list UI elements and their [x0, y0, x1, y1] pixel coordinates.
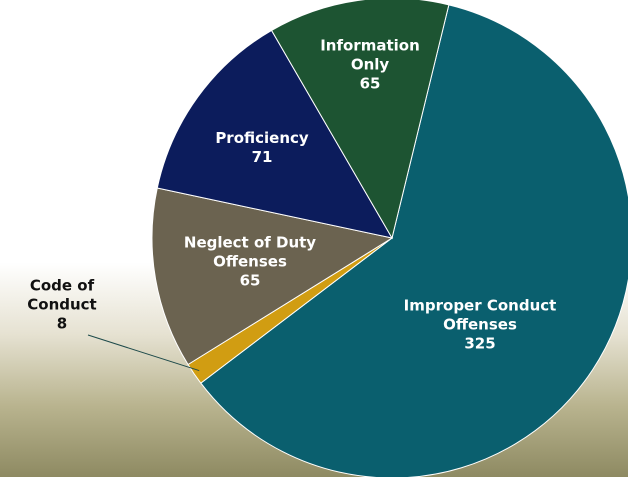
category-label: Code of Conduct: [19, 277, 105, 315]
category-label: Neglect of Duty Offenses: [175, 234, 325, 272]
value-label: 325: [390, 335, 570, 354]
category-label: Proficiency: [202, 129, 322, 148]
value-label: 71: [202, 148, 322, 167]
value-label: 8: [19, 315, 105, 334]
category-label: Improper Conduct Offenses: [390, 297, 570, 335]
value-label: 65: [320, 75, 420, 94]
category-label: Information Only: [320, 37, 420, 75]
value-label: 65: [175, 272, 325, 291]
page: (() => { const data = JSON.parse(documen…: [0, 0, 628, 477]
